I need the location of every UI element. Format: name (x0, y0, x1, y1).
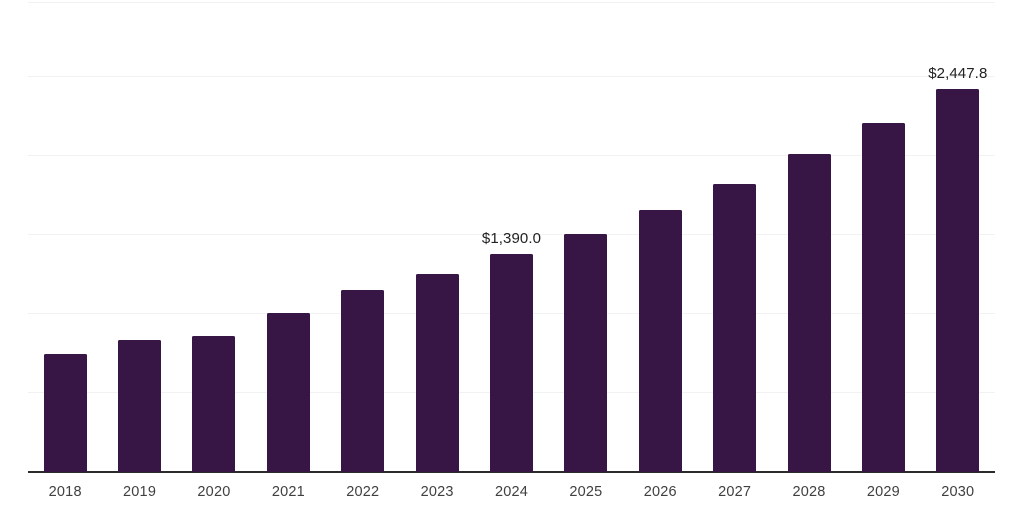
bar-rect-2027[interactable] (713, 183, 757, 472)
x-tick-label-2019: 2019 (123, 484, 157, 500)
bar-2029[interactable] (861, 122, 905, 472)
bar-2018[interactable] (43, 353, 87, 472)
x-tick-label-2022: 2022 (346, 484, 380, 500)
bar-2024[interactable]: $1,390.0 (482, 230, 541, 472)
bar-value-label-2024: $1,390.0 (481, 230, 542, 248)
bar-value-label-2030: $2,447.8 (928, 64, 988, 82)
bar-rect-2018[interactable] (43, 353, 87, 472)
x-tick-label-2018: 2018 (48, 484, 82, 500)
bar-2028[interactable] (787, 153, 831, 472)
x-tick-label-2020: 2020 (197, 484, 231, 500)
x-tick-label-2023: 2023 (420, 484, 454, 500)
bar-rect-2019[interactable] (118, 339, 162, 472)
bar-2020[interactable] (192, 336, 236, 472)
x-tick-label-2024: 2024 (494, 484, 529, 500)
gridline-1500 (28, 234, 995, 235)
bar-rect-2028[interactable] (787, 153, 831, 472)
bar-rect-2023[interactable] (415, 273, 459, 472)
bar-rect-2025[interactable] (564, 233, 608, 472)
x-tick-label-2025: 2025 (569, 484, 603, 500)
x-tick-label-2027: 2027 (718, 484, 752, 500)
bar-rect-2020[interactable] (192, 336, 236, 472)
gridline-2000 (28, 155, 995, 156)
bar-2025[interactable] (564, 233, 608, 472)
bar-2023[interactable] (415, 273, 459, 472)
x-tick-label-2028: 2028 (792, 484, 826, 500)
bar-2022[interactable] (341, 290, 385, 472)
x-tick-label-2030: 2030 (941, 484, 975, 500)
bar-rect-2029[interactable] (861, 122, 905, 472)
x-tick-label-2021: 2021 (271, 484, 305, 500)
x-tick-label-2029: 2029 (866, 484, 900, 500)
gridline-3000 (28, 2, 995, 3)
bar-rect-2026[interactable] (638, 209, 682, 472)
bar-rect-2021[interactable] (266, 312, 310, 472)
bar-2027[interactable] (713, 183, 757, 472)
x-tick-label-2026: 2026 (643, 484, 677, 500)
gridline-2500 (28, 76, 995, 77)
bar-2019[interactable] (118, 339, 162, 472)
bar-rect-2030[interactable] (936, 88, 980, 472)
bar-2026[interactable] (638, 209, 682, 472)
bar-2030[interactable]: $2,447.8 (928, 65, 987, 472)
bar-rect-2022[interactable] (341, 290, 385, 472)
bar-rect-2024[interactable] (490, 254, 533, 472)
bar-2021[interactable] (266, 312, 310, 472)
